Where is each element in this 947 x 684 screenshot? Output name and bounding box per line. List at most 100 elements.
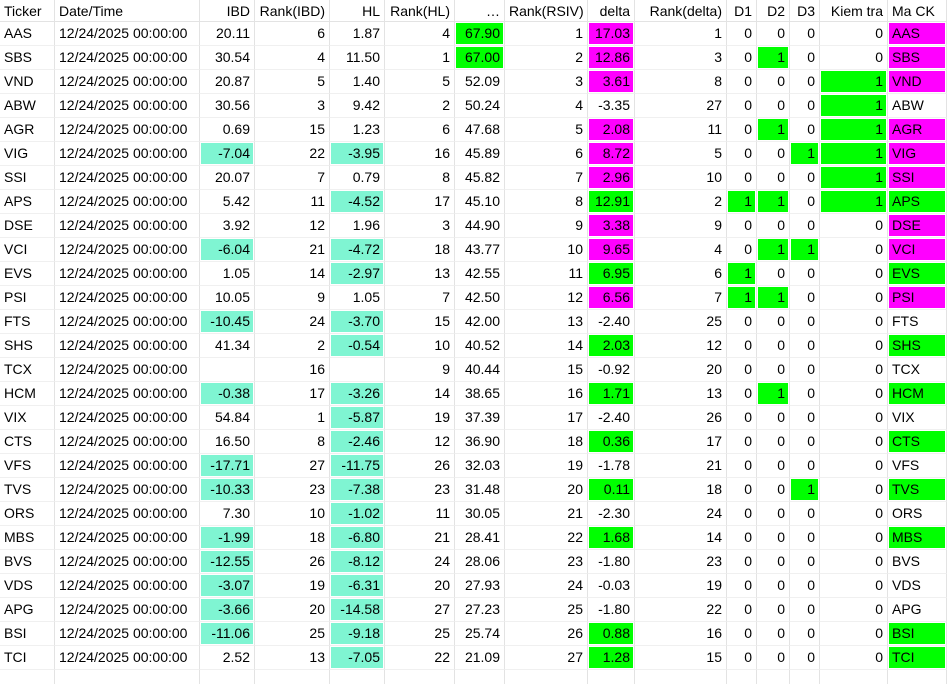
table-cell[interactable]: ORS xyxy=(888,502,947,526)
table-cell[interactable]: 27.23 xyxy=(455,598,505,622)
table-cell[interactable]: 12/24/2025 00:00:00 xyxy=(55,526,200,550)
table-cell[interactable]: 12/24/2025 00:00:00 xyxy=(55,190,200,214)
table-cell[interactable]: 0 xyxy=(790,262,820,286)
table-cell[interactable]: 0 xyxy=(727,358,757,382)
table-cell[interactable]: 0 xyxy=(727,526,757,550)
table-cell[interactable]: 15 xyxy=(385,310,455,334)
table-cell[interactable]: 3 xyxy=(505,70,588,94)
column-header[interactable]: HL xyxy=(330,0,385,22)
table-cell[interactable]: -14.58 xyxy=(330,598,385,622)
table-cell[interactable]: 0.69 xyxy=(200,118,255,142)
table-cell[interactable]: 0 xyxy=(757,94,790,118)
table-cell[interactable]: APG xyxy=(888,598,947,622)
table-cell[interactable]: 0 xyxy=(727,22,757,46)
table-cell[interactable]: 7 xyxy=(635,286,727,310)
table-cell[interactable]: 0 xyxy=(820,526,888,550)
table-cell[interactable]: 0 xyxy=(757,262,790,286)
table-cell[interactable]: 19 xyxy=(635,574,727,598)
table-cell[interactable]: 12/24/2025 00:00:00 xyxy=(55,382,200,406)
table-cell[interactable]: 1 xyxy=(820,142,888,166)
table-cell[interactable]: 21 xyxy=(255,238,330,262)
table-cell[interactable]: 22 xyxy=(635,598,727,622)
table-cell[interactable]: HCM xyxy=(0,382,55,406)
table-cell[interactable]: 25.74 xyxy=(455,622,505,646)
table-cell[interactable]: 12/24/2025 00:00:00 xyxy=(55,454,200,478)
table-cell[interactable]: 10 xyxy=(635,166,727,190)
table-cell[interactable]: 38.65 xyxy=(455,382,505,406)
table-cell[interactable]: 16 xyxy=(385,142,455,166)
table-cell[interactable]: 22 xyxy=(385,646,455,670)
table-cell[interactable]: TCX xyxy=(888,358,947,382)
table-cell[interactable]: -2.97 xyxy=(330,262,385,286)
table-cell[interactable]: 2.96 xyxy=(588,166,635,190)
table-cell[interactable]: -10.33 xyxy=(200,478,255,502)
table-cell[interactable]: 0 xyxy=(727,310,757,334)
table-cell[interactable]: -3.95 xyxy=(330,142,385,166)
table-cell[interactable]: TCI xyxy=(888,646,947,670)
table-cell[interactable]: -1.80 xyxy=(588,550,635,574)
table-cell[interactable]: FTS xyxy=(888,310,947,334)
table-cell[interactable]: 1 xyxy=(820,166,888,190)
table-cell[interactable]: 12/24/2025 00:00:00 xyxy=(55,286,200,310)
table-cell[interactable]: 0 xyxy=(757,622,790,646)
table-cell[interactable]: 12/24/2025 00:00:00 xyxy=(55,310,200,334)
table-cell[interactable]: 0 xyxy=(727,166,757,190)
table-cell[interactable]: 0 xyxy=(790,94,820,118)
table-cell[interactable]: 0 xyxy=(727,502,757,526)
table-cell[interactable]: -1.99 xyxy=(200,526,255,550)
table-cell[interactable]: -3.35 xyxy=(588,94,635,118)
table-cell[interactable]: 44.90 xyxy=(455,214,505,238)
table-cell[interactable]: 42.00 xyxy=(455,310,505,334)
table-cell[interactable]: 5 xyxy=(385,70,455,94)
table-cell[interactable]: 43.77 xyxy=(455,238,505,262)
column-header[interactable]: Rank(RSIV) xyxy=(505,0,588,22)
table-cell[interactable]: 5 xyxy=(255,70,330,94)
table-cell[interactable]: -0.54 xyxy=(330,334,385,358)
table-cell[interactable]: 3 xyxy=(255,94,330,118)
table-cell[interactable]: VCI xyxy=(888,238,947,262)
table-cell[interactable]: 12/24/2025 00:00:00 xyxy=(55,94,200,118)
table-cell[interactable]: 0.79 xyxy=(330,166,385,190)
table-cell[interactable]: -7.38 xyxy=(330,478,385,502)
table-cell[interactable]: 0 xyxy=(820,646,888,670)
table-cell[interactable]: 17 xyxy=(385,190,455,214)
table-cell[interactable]: 1 xyxy=(727,286,757,310)
table-cell[interactable]: 1 xyxy=(820,70,888,94)
table-cell[interactable]: 0 xyxy=(820,214,888,238)
table-cell[interactable]: 0 xyxy=(790,382,820,406)
table-cell[interactable]: 0 xyxy=(757,574,790,598)
table-cell[interactable]: 67.90 xyxy=(455,22,505,46)
table-cell[interactable]: ABW xyxy=(0,94,55,118)
table-cell[interactable]: BSI xyxy=(888,622,947,646)
table-cell[interactable]: VDS xyxy=(888,574,947,598)
table-cell[interactable]: 4 xyxy=(635,238,727,262)
table-cell[interactable]: 12/24/2025 00:00:00 xyxy=(55,238,200,262)
table-cell[interactable]: 6 xyxy=(385,118,455,142)
table-cell[interactable]: 2 xyxy=(385,94,455,118)
table-cell[interactable]: 0 xyxy=(727,70,757,94)
table-cell[interactable]: 7 xyxy=(505,166,588,190)
table-cell[interactable]: 4 xyxy=(385,22,455,46)
column-header[interactable]: … xyxy=(455,0,505,22)
table-cell[interactable]: SSI xyxy=(0,166,55,190)
table-cell[interactable]: 17.03 xyxy=(588,22,635,46)
table-cell[interactable]: -1.80 xyxy=(588,598,635,622)
table-cell[interactable]: -11.06 xyxy=(200,622,255,646)
table-cell[interactable]: APS xyxy=(888,190,947,214)
table-cell[interactable]: EVS xyxy=(0,262,55,286)
table-cell[interactable]: 0 xyxy=(820,238,888,262)
table-cell[interactable]: 5 xyxy=(635,142,727,166)
table-cell[interactable]: 0 xyxy=(820,406,888,430)
table-cell[interactable]: 24 xyxy=(385,550,455,574)
table-cell[interactable]: 1.87 xyxy=(330,22,385,46)
table-cell[interactable]: 30.54 xyxy=(200,46,255,70)
table-cell[interactable]: 12/24/2025 00:00:00 xyxy=(55,142,200,166)
column-header[interactable]: Ticker xyxy=(0,0,55,22)
table-cell[interactable]: CTS xyxy=(888,430,947,454)
table-cell[interactable]: 0 xyxy=(790,190,820,214)
table-cell[interactable]: 3.92 xyxy=(200,214,255,238)
table-cell[interactable]: 11 xyxy=(385,502,455,526)
table-cell[interactable]: -2.40 xyxy=(588,406,635,430)
table-cell[interactable]: 0 xyxy=(757,526,790,550)
table-cell[interactable]: 5 xyxy=(505,118,588,142)
